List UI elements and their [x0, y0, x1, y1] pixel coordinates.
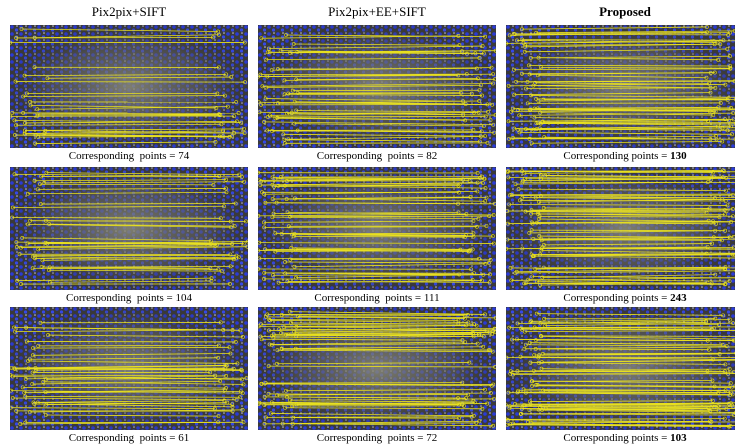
caption-label: Corresponding points =	[563, 432, 668, 444]
caption: Corresponding points = 74	[10, 150, 248, 162]
caption: Corresponding points = 82	[258, 150, 496, 162]
caption-label: Corresponding points =	[68, 150, 176, 162]
caption: Corresponding points = 243	[506, 292, 735, 304]
match-image	[10, 307, 248, 430]
caption-label: Corresponding points =	[563, 150, 668, 162]
match-image	[506, 25, 735, 148]
match-image	[258, 167, 496, 290]
caption: Corresponding points = 61	[10, 432, 248, 444]
point-count: 111	[423, 292, 440, 304]
column-header: Pix2pix+SIFT	[91, 4, 167, 19]
match-image	[506, 307, 735, 430]
caption: Corresponding points = 104	[10, 292, 248, 304]
caption: Corresponding points = 130	[506, 150, 735, 162]
caption: Corresponding points = 111	[258, 292, 496, 304]
caption-label: Corresponding points =	[316, 150, 424, 162]
caption-label: Corresponding points =	[68, 432, 176, 444]
point-count: 61	[178, 432, 190, 444]
point-count: 243	[670, 292, 687, 304]
point-count: 82	[426, 150, 438, 162]
point-count: 72	[426, 432, 438, 444]
match-image	[258, 25, 496, 148]
caption: Corresponding points = 72	[258, 432, 496, 444]
match-image	[10, 25, 248, 148]
caption-label: Corresponding points =	[563, 292, 668, 304]
match-image	[258, 307, 496, 430]
point-count: 103	[670, 432, 687, 444]
caption-label: Corresponding points =	[314, 292, 422, 304]
caption-label: Corresponding points =	[316, 432, 424, 444]
match-image	[10, 167, 248, 290]
caption-label: Corresponding points =	[66, 292, 173, 304]
caption: Corresponding points = 103	[506, 432, 735, 444]
point-count: 74	[178, 150, 190, 162]
column-header: Pix2pix+EE+SIFT	[328, 4, 426, 19]
column-header: Proposed	[599, 4, 651, 19]
match-image	[506, 167, 735, 290]
point-count: 130	[670, 150, 687, 162]
point-count: 104	[175, 292, 192, 304]
